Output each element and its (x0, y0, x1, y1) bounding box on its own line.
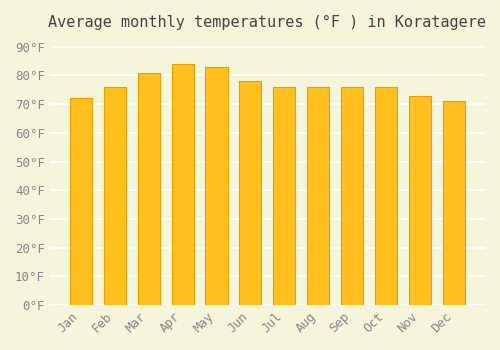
Bar (443, 101, 465, 305)
Bar (308, 87, 330, 305)
Bar (70, 98, 92, 305)
Bar (375, 87, 398, 305)
Bar (342, 87, 363, 305)
Bar (104, 87, 126, 305)
Bar (206, 67, 228, 305)
Bar (240, 81, 262, 305)
Bar (138, 72, 160, 305)
Bar (409, 96, 432, 305)
Title: Average monthly temperatures (°F ) in Koratagere: Average monthly temperatures (°F ) in Ko… (48, 15, 486, 30)
Bar (172, 64, 194, 305)
Bar (274, 87, 295, 305)
